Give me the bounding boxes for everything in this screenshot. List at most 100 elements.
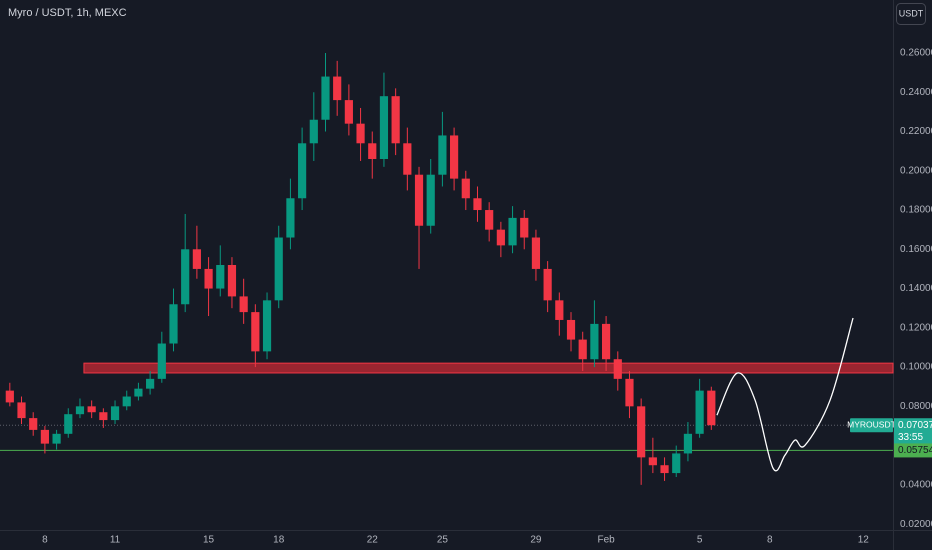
candle-body	[17, 402, 26, 419]
candle-body	[543, 268, 552, 301]
projection-path	[716, 317, 854, 472]
x-tick-label: Feb	[597, 535, 615, 546]
candle-body	[321, 76, 330, 120]
x-tick-label: 25	[437, 535, 449, 546]
x-tick-label: 8	[767, 535, 773, 546]
x-tick-label: 11	[110, 535, 121, 546]
candle-body	[157, 343, 166, 379]
symbol-label: MYROUSDT	[847, 419, 896, 429]
currency-button-label[interactable]: USDT	[899, 8, 924, 18]
candle-body	[122, 396, 131, 407]
candle-body	[5, 390, 14, 403]
candle-body	[426, 174, 435, 226]
candle-body	[134, 388, 143, 397]
candle-body	[613, 359, 622, 379]
candle-body	[29, 418, 38, 430]
last-price-label: 0.07037	[898, 420, 932, 431]
candle-body	[192, 249, 201, 269]
candle-body	[496, 229, 505, 246]
candle-body	[485, 210, 494, 230]
x-tick-label: 29	[530, 535, 542, 546]
x-tick-label: 12	[858, 535, 870, 546]
candle-body	[110, 406, 120, 421]
candle-body	[566, 319, 576, 340]
candle-body	[333, 76, 342, 101]
candle-body	[461, 178, 470, 199]
candle-body	[274, 237, 283, 301]
x-tick-label: 15	[203, 535, 215, 546]
candle-body	[52, 433, 61, 444]
y-tick-label: 0.26000	[900, 48, 932, 59]
candle-body	[40, 429, 49, 444]
chart-title: Myro / USDT, 1h, MEXC	[8, 7, 127, 19]
support-price-box	[894, 443, 932, 458]
candle-body	[531, 237, 541, 269]
countdown-label: 33:55	[898, 432, 923, 443]
candle-body	[590, 323, 599, 360]
candle-body	[75, 406, 85, 415]
candle-body	[286, 198, 295, 238]
candle-body	[87, 406, 96, 413]
candle-body	[450, 135, 459, 179]
symbol-label-box	[850, 418, 893, 433]
candle-body	[438, 135, 447, 175]
candle-body	[169, 304, 178, 344]
candle-body	[99, 412, 108, 421]
candle-body	[239, 296, 248, 313]
candle-body	[262, 300, 272, 352]
candle-body	[695, 390, 704, 434]
candle-body	[216, 265, 225, 289]
last-price-box	[894, 418, 932, 445]
candle-body	[344, 100, 353, 124]
candle-body	[520, 217, 529, 238]
candle-body	[181, 249, 190, 305]
candle-body	[625, 378, 634, 407]
candle-body	[368, 143, 377, 159]
candle-body	[555, 300, 564, 320]
x-tick-label: 22	[367, 535, 379, 546]
candle-body	[391, 96, 400, 144]
candle-body	[601, 323, 611, 360]
candle-body	[64, 414, 73, 434]
candle-body	[204, 268, 213, 289]
x-tick-label: 8	[42, 535, 48, 546]
candle-body	[508, 217, 517, 246]
candle-body	[473, 198, 482, 211]
x-tick-label: 5	[697, 535, 703, 546]
candle-body	[379, 96, 389, 159]
candle-body	[707, 390, 716, 426]
candle-body	[660, 465, 669, 474]
candle-body	[637, 406, 646, 458]
candle-body	[672, 453, 681, 474]
resistance-zone	[83, 362, 894, 374]
candle-body	[227, 265, 237, 297]
candle-body	[578, 339, 587, 360]
candle-body	[309, 119, 318, 144]
candle-body	[683, 433, 693, 454]
x-tick-label: 18	[273, 535, 285, 546]
candle-body	[414, 174, 424, 226]
candle-body	[648, 457, 657, 466]
candle-body	[251, 312, 260, 352]
plot-area	[0, 53, 894, 485]
currency-button[interactable]	[896, 3, 926, 25]
candle-body	[146, 378, 155, 389]
candle-body	[356, 123, 365, 144]
candle-body	[298, 143, 307, 199]
support-price-label: 0.05754	[898, 445, 932, 456]
candle-body	[403, 143, 412, 175]
